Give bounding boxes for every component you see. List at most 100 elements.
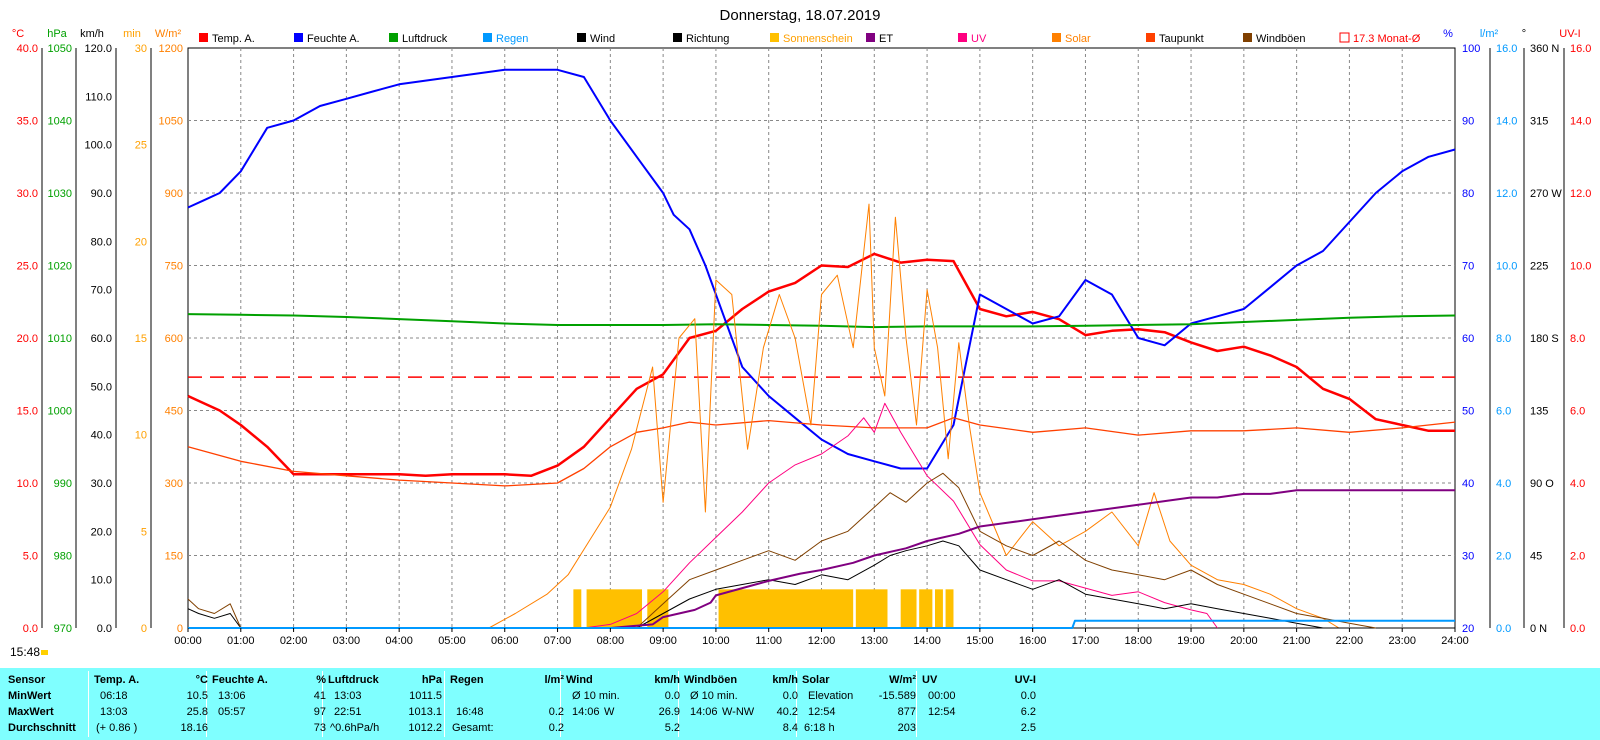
legend-label: Temp. A. <box>212 33 255 45</box>
stats-header: Windböen <box>684 674 738 686</box>
legend-label: Windböen <box>1256 33 1306 45</box>
stats-max-time: 16:48 <box>456 706 484 718</box>
axis-unit-solar: W/m² <box>155 28 182 40</box>
axis-tick-sunshine: 5 <box>141 526 147 538</box>
axis-unit-temp: °C <box>12 28 24 40</box>
stats-header: Luftdruck <box>328 674 379 686</box>
axis-tick-temp: 5.0 <box>23 551 38 563</box>
axis-tick-humidity: 90 <box>1462 116 1474 128</box>
x-tick-label: 20:00 <box>1230 635 1258 647</box>
stats-avg-value: 1012.2 <box>408 722 442 734</box>
current-time-marker <box>41 650 48 655</box>
axis-tick-direction: 45 <box>1530 551 1542 563</box>
x-tick-label: 10:00 <box>702 635 730 647</box>
series-regen <box>188 619 1455 629</box>
stats-max-time: 14:06 <box>690 706 718 718</box>
axis-tick-humidity: 40 <box>1462 478 1474 490</box>
legend-swatch <box>294 33 303 42</box>
axis-tick-solar: 600 <box>165 333 183 345</box>
series-uv <box>531 402 1218 629</box>
stats-avg-value: 203 <box>897 722 916 734</box>
axis-tick-humidity: 100 <box>1462 43 1480 55</box>
axis-tick-pressure: 990 <box>54 478 72 490</box>
axis-tick-rain: 12.0 <box>1496 188 1517 200</box>
stats-max-direction: W <box>604 706 615 718</box>
legend-swatch <box>1146 33 1155 42</box>
axis-tick-sunshine: 10 <box>135 430 147 442</box>
axis-tick-pressure: 1020 <box>48 261 72 273</box>
x-tick-label: 08:00 <box>597 635 625 647</box>
stats-min-time: Elevation <box>808 690 854 702</box>
axis-tick-wind: 70.0 <box>91 285 112 297</box>
x-tick-label: 02:00 <box>280 635 308 647</box>
stats-max-value: 6.2 <box>1020 706 1036 718</box>
axis-tick-humidity: 70 <box>1462 261 1474 273</box>
stats-unit: km/h <box>772 674 798 686</box>
axis-tick-uv: 8.0 <box>1570 333 1585 345</box>
stats-avg-note: 6:18 h <box>804 722 835 734</box>
stats-max-value: 97 <box>313 706 326 718</box>
axis-tick-uv: 4.0 <box>1570 478 1585 490</box>
stats-column-divider <box>796 671 797 737</box>
axis-unit-rain: l/m² <box>1480 28 1499 40</box>
stats-avg-value: 2.5 <box>1020 722 1036 734</box>
axis-tick-direction: 135 <box>1530 406 1548 418</box>
axis-tick-solar: 450 <box>165 406 183 418</box>
stats-table: Sensor MinWert MaxWert Durchschnitt Temp. A.… <box>0 668 1600 740</box>
stats-min-value: -15.589 <box>878 690 916 702</box>
axis-tick-direction: 180 S <box>1530 333 1559 345</box>
stats-header: Regen <box>450 674 484 686</box>
stats-header: Temp. A. <box>94 674 140 686</box>
stats-avg-note: Gesamt: <box>452 722 494 734</box>
x-tick-label: 14:00 <box>913 635 941 647</box>
axis-tick-humidity: 20 <box>1462 623 1474 635</box>
axis-tick-temp: 10.0 <box>17 478 38 490</box>
stats-min-value: 0.0 <box>664 690 680 702</box>
stats-unit: km/h <box>654 674 680 686</box>
sunshine-bar <box>573 589 582 628</box>
sunshine-bars <box>573 589 954 628</box>
legend-swatch <box>673 33 682 42</box>
stats-column-divider <box>916 671 917 737</box>
stats-min-value: 0.0 <box>1020 690 1036 702</box>
stats-column-divider <box>678 671 679 737</box>
stats-max-value: 877 <box>897 706 916 718</box>
axis-tick-humidity: 60 <box>1462 333 1474 345</box>
sunshine-bar <box>718 589 854 628</box>
sunshine-bar <box>945 589 954 628</box>
axis-tick-sunshine: 0 <box>141 623 147 635</box>
stats-min-time: Ø 10 min. <box>690 690 738 702</box>
axis-tick-direction: 225 <box>1530 261 1548 273</box>
legend-swatch <box>1243 33 1252 42</box>
axis-tick-temp: 0.0 <box>23 623 38 635</box>
sunshine-bar <box>586 589 643 628</box>
stats-max-value: 0.2 <box>548 706 564 718</box>
axis-tick-wind: 110.0 <box>85 91 112 103</box>
stats-column-divider <box>560 671 561 737</box>
stats-max-time: 05:57 <box>218 706 246 718</box>
stats-max-time: 22:51 <box>334 706 362 718</box>
legend-swatch <box>866 33 875 42</box>
axis-tick-wind: 60.0 <box>91 333 112 345</box>
legend-label: Taupunkt <box>1159 33 1204 45</box>
x-tick-label: 01:00 <box>227 635 255 647</box>
series-lines <box>187 68 1456 629</box>
axis-tick-uv: 2.0 <box>1570 551 1585 563</box>
stats-row-label: Sensor <box>8 674 46 686</box>
axis-tick-direction: 90 O <box>1530 478 1554 490</box>
axis-tick-pressure: 1010 <box>48 333 72 345</box>
axis-tick-solar: 150 <box>165 551 183 563</box>
legend-swatch <box>577 33 586 42</box>
axis-tick-solar: 750 <box>165 261 183 273</box>
legend-swatch <box>389 33 398 42</box>
axis-tick-uv: 16.0 <box>1570 43 1591 55</box>
stats-avg-value: 0.2 <box>548 722 564 734</box>
axis-tick-rain: 2.0 <box>1496 551 1511 563</box>
stats-column-divider <box>88 671 89 737</box>
axis-tick-wind: 0.0 <box>97 623 112 635</box>
stats-unit: l/m² <box>544 674 564 686</box>
stats-unit: UV-I <box>1014 674 1036 686</box>
stats-min-time: Ø 10 min. <box>572 690 620 702</box>
stats-min-value: 1011.5 <box>409 690 442 702</box>
sunshine-bar <box>855 589 888 628</box>
